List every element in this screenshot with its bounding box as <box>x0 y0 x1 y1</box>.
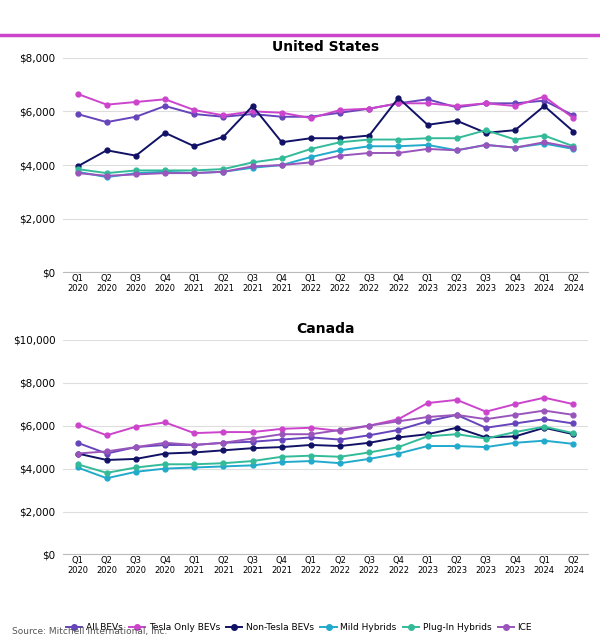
Text: Average Repairable Severity: Average Repairable Severity <box>155 8 445 27</box>
Legend: All BEVs, Tesla Only BEVs, Non-Tesla BEVs, Mild Hybrids, Plug-In Hybrids, ICE: All BEVs, Tesla Only BEVs, Non-Tesla BEV… <box>62 337 536 353</box>
Title: Canada: Canada <box>296 322 355 336</box>
Title: United States: United States <box>272 40 379 54</box>
Legend: All BEVs, Tesla Only BEVs, Non-Tesla BEVs, Mild Hybrids, Plug-In Hybrids, ICE: All BEVs, Tesla Only BEVs, Non-Tesla BEV… <box>62 619 536 635</box>
Text: Source: Mitchell International, Inc.: Source: Mitchell International, Inc. <box>12 627 167 636</box>
